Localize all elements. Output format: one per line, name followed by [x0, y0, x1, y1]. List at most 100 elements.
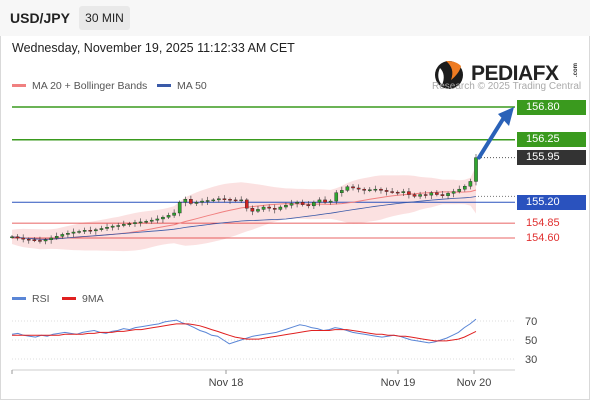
candle-body: [463, 185, 467, 190]
candle-body: [133, 222, 137, 224]
logo-globe-icon: [435, 61, 463, 89]
candle-body: [272, 208, 277, 210]
level-label-156-80: 156.80: [517, 99, 586, 115]
legend-9ma-label: 9MA: [82, 293, 104, 305]
candle-body: [94, 229, 98, 232]
candle-body: [278, 206, 283, 210]
candle-body: [32, 239, 37, 241]
candle-body: [317, 199, 322, 203]
candle-body: [435, 192, 439, 195]
candle-body: [110, 225, 115, 228]
candle-body: [88, 230, 93, 232]
candle-body: [194, 202, 199, 204]
candle-body: [328, 200, 333, 203]
x-tick-label-1: Nov 19: [381, 377, 416, 389]
candle-body: [177, 202, 182, 214]
legend-ma20-label: MA 20 + Bollinger Bands: [32, 80, 148, 92]
candle-body: [26, 238, 31, 241]
candle-body: [395, 191, 400, 194]
ma50-line: [11, 196, 477, 240]
candle-body: [351, 186, 355, 189]
candle-body: [334, 192, 339, 202]
legend-ma50-label: MA 50: [177, 80, 207, 92]
symbol-title: USD/JPY: [10, 10, 70, 26]
candle-body: [250, 208, 255, 212]
candle-body: [149, 219, 154, 222]
rsi-panel: 70 50 30: [11, 316, 537, 366]
candle-body: [412, 194, 417, 197]
candle-body: [189, 199, 193, 204]
candle-body: [71, 231, 76, 234]
datetime-label: Wednesday, November 19, 2025 11:12:33 AM…: [12, 41, 295, 55]
level-label-156-25: 156.25: [517, 132, 586, 148]
rsi-tick-50: 50: [525, 335, 537, 347]
projection-arrow-head: [498, 107, 514, 126]
9ma-swatch: [62, 296, 76, 300]
candle-body: [10, 236, 14, 239]
level-label-154-85: 154.85: [526, 216, 560, 229]
rsi-9ma-line: [12, 323, 477, 342]
candle-body: [127, 223, 132, 225]
candle-body: [217, 198, 221, 201]
candle-body: [306, 204, 311, 207]
legend-rsi-label: RSI: [32, 293, 50, 305]
candle-body: [205, 200, 210, 202]
legend-ma20: MA 20 + Bollinger Bands: [12, 80, 147, 92]
candle-body: [211, 199, 216, 202]
candle-body: [239, 199, 244, 202]
candle-body: [228, 199, 232, 201]
candle-body: [323, 199, 327, 203]
candle-body: [256, 209, 260, 212]
candle-body: [183, 199, 188, 203]
timeframe-button[interactable]: 30 MIN: [79, 6, 130, 30]
candle-body: [267, 206, 271, 209]
candle-body: [451, 191, 456, 194]
rsi-tick-70: 70: [525, 316, 537, 328]
candle-body: [161, 216, 165, 220]
legend-ma50: MA 50: [157, 80, 207, 92]
level-label-155-95: 155.95: [517, 150, 586, 166]
legend-rsi: RSI: [12, 293, 50, 305]
candle-body: [166, 215, 171, 218]
candle-body: [401, 191, 406, 193]
ma20-swatch: [12, 83, 26, 87]
candle-body: [172, 212, 176, 216]
logo-text: PEDIAFX: [471, 62, 559, 85]
candle-body: [144, 221, 148, 223]
candle-body: [440, 194, 445, 196]
candle-body: [77, 231, 81, 233]
candle-body: [457, 188, 462, 192]
candle-body: [82, 230, 87, 232]
candle-body: [116, 225, 121, 227]
candle-body: [373, 188, 378, 191]
x-tick-label-0: Nov 18: [209, 377, 244, 389]
candle-body: [356, 187, 361, 190]
pediafx-logo: PEDIAFX .com: [432, 58, 582, 92]
candle-body: [423, 194, 428, 196]
candle-body: [340, 190, 344, 193]
candle-body: [284, 205, 288, 208]
price-panel: [10, 106, 515, 252]
candle-body: [49, 237, 53, 240]
copyright-text: Research © 2025 Trading Central: [432, 81, 582, 92]
candle-body: [155, 218, 160, 221]
candle-body: [474, 157, 478, 182]
x-axis: Nov 18 Nov 19 Nov 20: [11, 369, 515, 389]
candle-body: [390, 191, 394, 193]
candle-body: [60, 234, 65, 237]
candle-body: [312, 202, 316, 207]
candle-body: [446, 193, 450, 196]
legend-9ma: 9MA: [62, 293, 104, 305]
candle-body: [362, 188, 366, 191]
candle-body: [15, 236, 20, 239]
candle-body: [261, 206, 266, 210]
candle-body: [295, 202, 299, 204]
candle-body: [21, 237, 25, 240]
candle-body: [407, 191, 411, 195]
candle-body: [345, 186, 350, 191]
candle-body: [300, 202, 305, 205]
x-tick-label-2: Nov 20: [457, 377, 492, 389]
candle-body: [384, 190, 389, 192]
candle-body: [367, 189, 372, 191]
candle-body: [289, 203, 294, 206]
